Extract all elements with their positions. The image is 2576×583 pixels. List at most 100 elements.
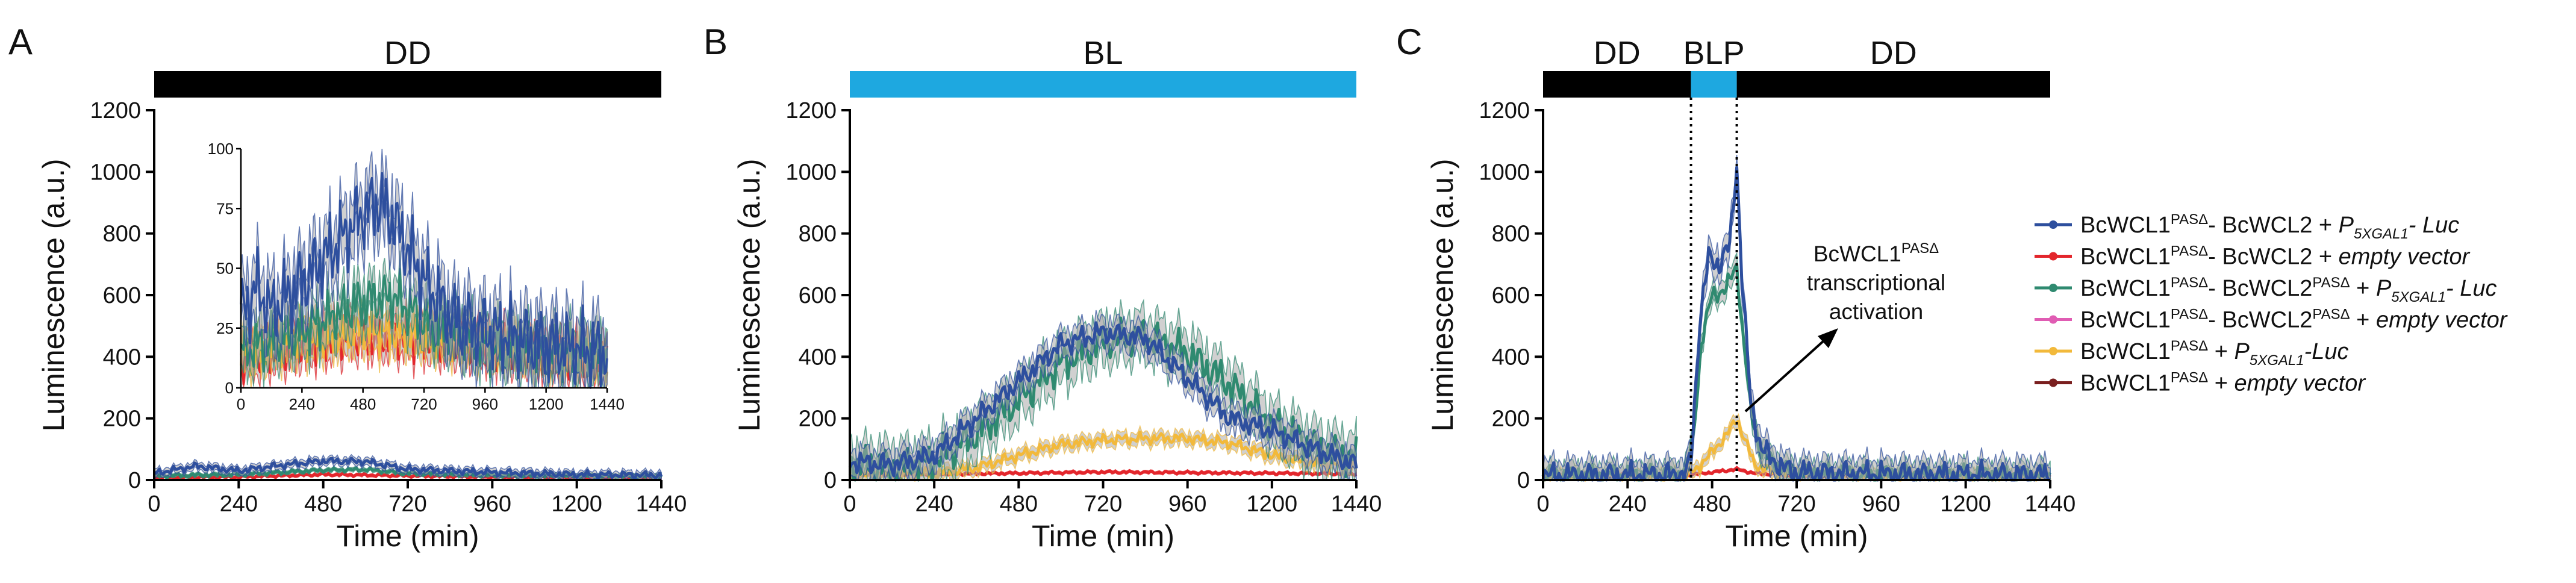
legend-part: BcWCL1 [2080, 371, 2171, 396]
legend-part: BcWCL1 [2080, 245, 2171, 270]
inset-y-tick-label: 25 [216, 319, 234, 337]
annotation-main: BcWCL1 [1813, 242, 1901, 266]
legend-part: BcWCL1 [2080, 213, 2171, 238]
legend-swatch-marker [2049, 220, 2057, 229]
y-tick-label: 1200 [785, 98, 837, 123]
legend-label: BcWCL1PASΔ- BcWCL2 + P5XGAL1- Luc [2080, 211, 2459, 242]
y-tick-label: 800 [799, 222, 837, 247]
legend-swatch-marker [2049, 378, 2057, 387]
legend-label: BcWCL1PASΔ + P5XGAL1-Luc [2080, 338, 2349, 369]
legend-item: BcWCL1PASΔ- BcWCL2PASΔ + P5XGAL1- Luc [2035, 275, 2497, 305]
y-tick-label: 400 [799, 344, 837, 370]
legend-part: + [2208, 339, 2234, 364]
legend-italic: P [2339, 213, 2354, 238]
legend-part: - BcWCL2 [2208, 308, 2312, 333]
legend-subscript: 5XGAL1 [2391, 289, 2446, 305]
x-tick-label: 1200 [1940, 491, 1991, 517]
legend-superscript: PASΔ [2171, 338, 2208, 354]
x-axis-title: Time (min) [1032, 519, 1174, 553]
legend-superscript: PASΔ [2171, 211, 2208, 228]
x-tick-label: 480 [304, 491, 342, 517]
legend-item: BcWCL1PASΔ + empty vector [2035, 370, 2366, 396]
x-tick-label: 0 [1536, 491, 1549, 517]
y-tick-label: 0 [824, 468, 837, 493]
annotation-line-1: BcWCL1PASΔ [1813, 240, 1939, 266]
x-tick-label: 240 [915, 491, 953, 517]
x-tick-label: 480 [1000, 491, 1038, 517]
legend-subscript: 5XGAL1 [2250, 352, 2304, 369]
inset-y-tick-label: 100 [208, 140, 234, 158]
legend-item: BcWCL1PASΔ- BcWCL2 + P5XGAL1- Luc [2035, 211, 2459, 242]
legend-italic: -Luc [2304, 339, 2349, 364]
inset-y-tick-label: 0 [225, 379, 234, 397]
x-tick-label: 240 [1609, 491, 1647, 517]
x-tick-label: 720 [388, 491, 426, 517]
y-tick-label: 1200 [90, 98, 141, 123]
series-line-wt_luc [153, 457, 663, 481]
legend-italic: empty vector [2235, 371, 2366, 396]
x-tick-label: 720 [1777, 491, 1815, 517]
inset-x-tick-label: 1440 [590, 395, 625, 413]
x-tick-label: 0 [843, 491, 856, 517]
legend-part: - BcWCL2 [2208, 276, 2312, 301]
inset-x-tick-label: 1200 [529, 395, 564, 413]
legend-swatch-marker [2049, 284, 2057, 292]
legend-italic: empty vector [2376, 308, 2508, 333]
legend-part: BcWCL1 [2080, 339, 2171, 364]
x-tick-label: 1200 [551, 491, 602, 517]
y-tick-label: 600 [103, 283, 141, 308]
condition-bar-segment [850, 71, 1356, 98]
inset-x-tick-label: 240 [289, 395, 315, 413]
y-tick-label: 800 [1492, 222, 1530, 247]
y-tick-label: 1000 [785, 160, 837, 185]
x-axis-title: Time (min) [336, 519, 479, 553]
y-tick-label: 1200 [1479, 98, 1530, 123]
y-tick-label: 800 [103, 222, 141, 247]
legend-label: BcWCL1PASΔ- BcWCL2PASΔ + empty vector [2080, 307, 2508, 333]
legend: BcWCL1PASΔ- BcWCL2 + P5XGAL1- LucBcWCL1P… [2035, 211, 2508, 396]
panel-label: A [8, 22, 33, 62]
legend-italic: - Luc [2409, 213, 2459, 238]
x-tick-label: 1440 [1331, 491, 1382, 517]
legend-item: BcWCL1PASΔ- BcWCL2 + empty vector [2035, 243, 2471, 270]
legend-part: BcWCL1 [2080, 308, 2171, 333]
legend-part: + [2350, 276, 2376, 301]
inset-x-tick-label: 720 [411, 395, 437, 413]
x-axis-title: Time (min) [1725, 519, 1868, 553]
legend-subscript: 5XGAL1 [2354, 226, 2409, 242]
legend-item: BcWCL1PASΔ- BcWCL2PASΔ + empty vector [2035, 307, 2508, 333]
y-tick-label: 200 [799, 407, 837, 432]
panel-c: C DD BLP DD 0 200 400 600 800 1000 1200 0 240 480 720 9… [1396, 22, 2075, 553]
annotation-line-3: activation [1829, 299, 1923, 324]
x-tick-label: 1440 [636, 491, 687, 517]
condition-bar-segment [1736, 71, 2050, 98]
legend-part: - BcWCL2 + [2208, 245, 2338, 270]
x-tick-label: 0 [148, 491, 160, 517]
series-line-wt_luc [1541, 166, 2050, 482]
y-tick-label: 200 [103, 407, 141, 432]
panel-b: B BL 0 200 400 600 800 1000 1200 0 240 480 720 960 120… [703, 22, 1382, 553]
inset-y-tick-label: 50 [216, 260, 234, 278]
y-tick-label: 1000 [1479, 160, 1530, 185]
series-line-wt_luc [240, 172, 608, 389]
x-tick-label: 1440 [2025, 491, 2076, 517]
x-tick-label: 1200 [1247, 491, 1298, 517]
x-tick-label: 960 [473, 491, 511, 517]
legend-italic: empty vector [2339, 245, 2471, 270]
panel-label: C [1396, 22, 1422, 62]
condition-bar-segment [1543, 71, 1691, 98]
condition-bar-label: DD [384, 35, 431, 71]
y-tick-label: 600 [1492, 283, 1530, 308]
legend-superscript: PASΔ [2171, 307, 2208, 323]
y-axis-title: Luminescence (a.u.) [1426, 158, 1459, 431]
legend-part: + [2350, 308, 2376, 333]
legend-italic: P [2376, 276, 2392, 301]
legend-swatch-marker [2049, 252, 2057, 261]
inset-chart: 0 25 50 75 100 0 240 480 720 960 1200 1440 [208, 140, 625, 413]
condition-bar-label: BLP [1683, 35, 1745, 71]
panel-label: B [703, 22, 728, 62]
y-tick-label: 200 [1492, 407, 1530, 432]
inset-y-tick-label: 75 [216, 199, 234, 217]
inset-x-tick-label: 0 [237, 395, 245, 413]
